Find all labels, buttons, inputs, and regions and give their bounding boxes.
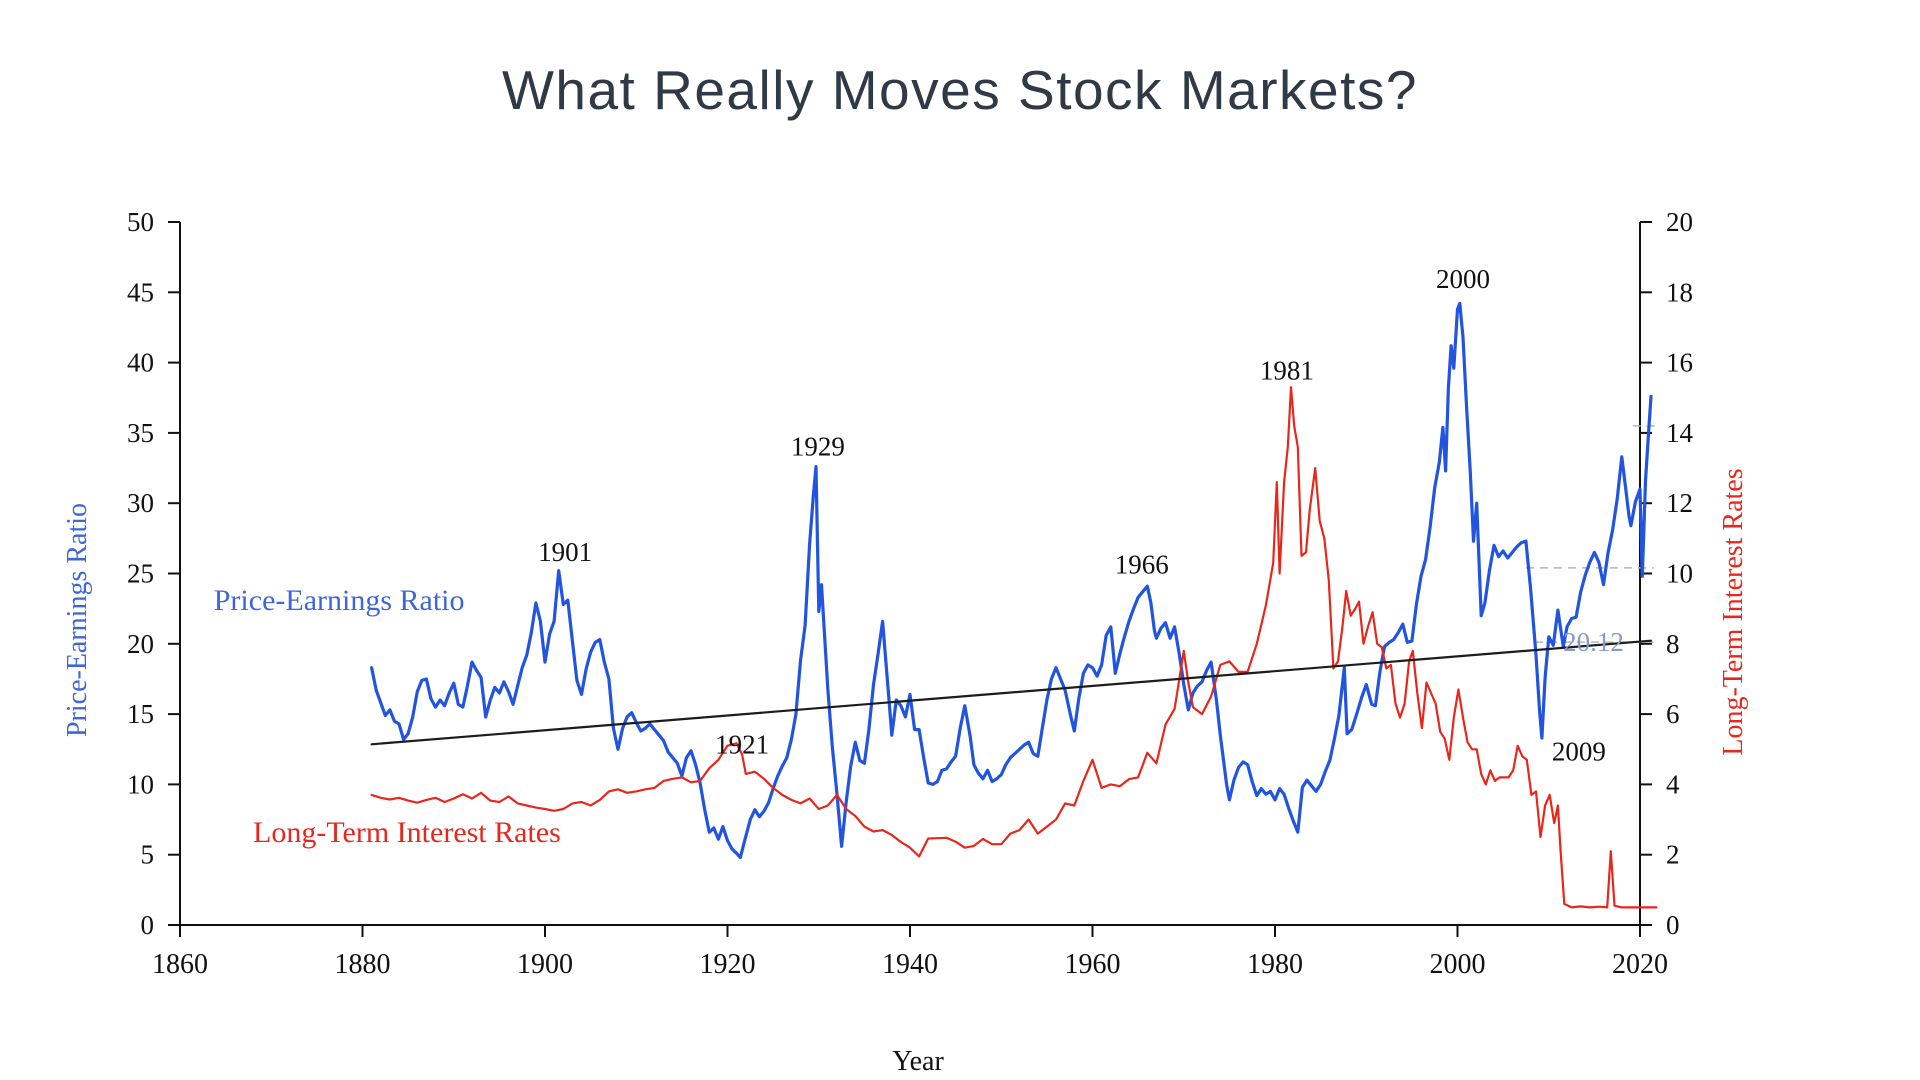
right-axis-tick-label: 14 <box>1666 418 1694 448</box>
annotation-20-12: 20.12 <box>1563 627 1624 657</box>
annotation-1966: 1966 <box>1115 550 1169 580</box>
right-axis-tick-label: 4 <box>1666 769 1680 799</box>
left-axis-tick-label: 45 <box>127 277 154 307</box>
price-earnings-ratio-line <box>370 301 1653 860</box>
right-axis-tick-label: 18 <box>1666 277 1693 307</box>
chart-title: What Really Moves Stock Markets? <box>501 59 1419 121</box>
price-earnings-trend-line <box>370 639 1653 746</box>
x-axis-tick-label: 2020 <box>1612 949 1668 980</box>
right-axis-title: Long-Term Interest Rates <box>1718 468 1749 755</box>
left-axis-tick-label: 25 <box>127 559 154 589</box>
right-axis-tick-label: 8 <box>1666 629 1680 659</box>
left-axis-tick-label: 20 <box>127 629 154 659</box>
long-term-interest-rates-line <box>370 386 1658 909</box>
left-axis-tick-label: 50 <box>127 207 154 237</box>
right-axis-tick-label: 10 <box>1666 559 1693 589</box>
x-axis-tick-label: 1960 <box>1065 949 1121 980</box>
right-axis-tick-label: 12 <box>1666 488 1693 518</box>
left-axis-tick-label: 15 <box>127 699 154 729</box>
left-axis-tick-label: 40 <box>127 348 154 378</box>
x-axis-tick-label: 2000 <box>1430 949 1486 980</box>
left-axis-tick-label: 5 <box>141 840 155 870</box>
left-axis-tick-label: 10 <box>127 769 154 799</box>
annotation-1901: 1901 <box>538 537 592 567</box>
right-axis-tick-label: 0 <box>1666 910 1680 940</box>
series-label-price-earnings-ratio: Price-Earnings Ratio <box>214 584 465 617</box>
right-axis-tick-label: 20 <box>1666 207 1693 237</box>
right-axis-tick-label: 6 <box>1666 699 1680 729</box>
annotation-2009: 2009 <box>1552 736 1606 766</box>
x-axis-tick-label: 1980 <box>1247 949 1303 980</box>
annotation-2000: 2000 <box>1436 264 1490 294</box>
x-axis-tick-label: 1920 <box>700 949 756 980</box>
left-axis-title: Price-Earnings Ratio <box>62 503 93 737</box>
x-axis-tick-label: 1880 <box>335 949 391 980</box>
annotation-1921: 1921 <box>715 729 769 759</box>
right-axis-tick-label: 2 <box>1666 840 1680 870</box>
series-label-long-term-interest-rates: Long-Term Interest Rates <box>253 816 561 849</box>
left-axis-tick-label: 30 <box>127 488 154 518</box>
x-axis-title: Year <box>892 1046 944 1077</box>
annotation-1929: 1929 <box>791 431 845 461</box>
annotation-1981: 1981 <box>1260 355 1314 385</box>
left-axis-tick-label: 35 <box>127 418 154 448</box>
right-axis-tick-label: 16 <box>1666 348 1693 378</box>
x-axis-tick-label: 1860 <box>152 949 208 980</box>
left-axis-tick-label: 0 <box>141 910 155 940</box>
x-axis-tick-label: 1940 <box>882 949 938 980</box>
x-axis-tick-label: 1900 <box>517 949 573 980</box>
